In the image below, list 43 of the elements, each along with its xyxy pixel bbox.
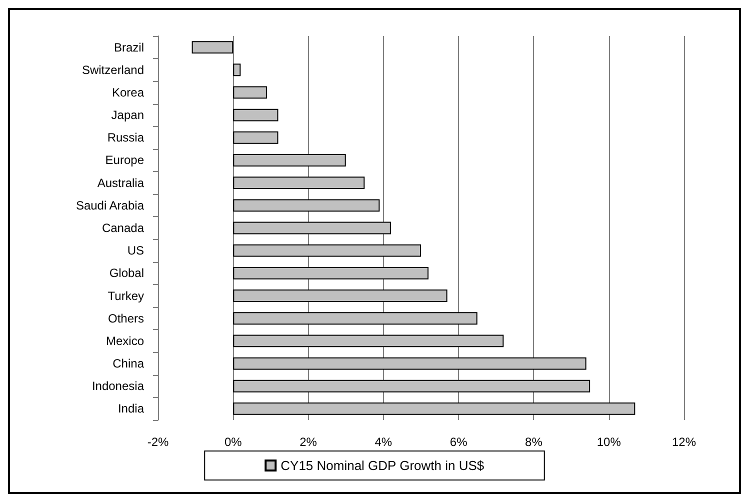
y-tick-label: Brazil [114, 40, 144, 54]
x-tick-label: 10% [596, 435, 622, 449]
bar [233, 334, 504, 348]
y-tick-label: Europe [105, 153, 144, 168]
y-tick-label: Switzerland [82, 62, 144, 77]
x-tick-label: -2% [147, 435, 169, 449]
x-tick-label: 2% [300, 435, 318, 449]
x-tick-label: 0% [224, 435, 242, 449]
bar [233, 380, 590, 392]
y-tick-label: Japan [111, 108, 144, 122]
y-tick-label: India [118, 402, 144, 416]
y-tick-label: Saudi Arabia [76, 198, 144, 212]
x-tick-label: 8% [525, 435, 543, 449]
x-tick-label: 12% [672, 435, 696, 449]
y-tick-label: Russia [107, 130, 144, 145]
bar [233, 131, 278, 144]
y-tick-label: Global [109, 266, 144, 280]
bar [233, 154, 346, 166]
y-tick-label: Canada [102, 221, 144, 235]
bar [233, 108, 278, 122]
bar [233, 312, 478, 325]
bar [233, 199, 380, 212]
y-tick-label: Mexico [106, 334, 144, 348]
y-tick-label: US [127, 244, 144, 258]
bar [233, 64, 241, 76]
bar [233, 176, 365, 190]
y-tick-label: Indonesia [92, 379, 144, 394]
bar [233, 402, 636, 415]
y-tick-label: Korea [112, 85, 144, 100]
bar [233, 222, 391, 234]
bar [233, 86, 267, 99]
bar [233, 244, 421, 257]
bar [233, 266, 429, 280]
bar [233, 357, 586, 370]
y-tick-label: China [112, 356, 144, 371]
y-tick-label: Others [108, 311, 144, 326]
x-tick-label: 4% [374, 435, 392, 449]
bar [192, 41, 234, 54]
y-tick-label: Australia [97, 176, 144, 190]
legend-label: CY15 Nominal GDP Growth in US$ [280, 458, 485, 473]
x-tick-label: 6% [450, 435, 468, 449]
y-tick-label: Turkey [108, 288, 144, 303]
bar [233, 290, 448, 302]
